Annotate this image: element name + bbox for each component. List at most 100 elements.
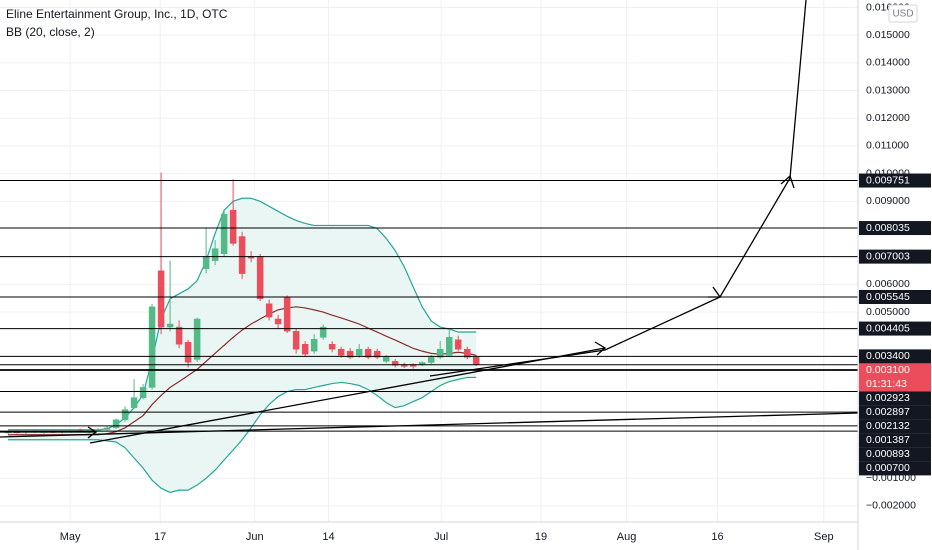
- level-label: 0.003400: [866, 350, 910, 362]
- level-label-box: [859, 419, 931, 434]
- level-label-box: [859, 349, 931, 364]
- x-tick-label: Jun: [246, 531, 264, 543]
- currency-badge[interactable]: [888, 4, 918, 23]
- level-label-box: [859, 461, 931, 476]
- candle-body: [211, 248, 219, 261]
- candle-body: [121, 409, 129, 421]
- candle-body: [445, 337, 453, 356]
- candle-body: [292, 330, 300, 350]
- y-tick-label: 0.006000: [866, 278, 910, 290]
- y-tick-label: 0.015000: [866, 29, 910, 41]
- candle-body: [202, 256, 210, 269]
- candle-body: [328, 343, 336, 350]
- currency-label[interactable]: USD: [892, 9, 913, 20]
- candle-body: [265, 303, 273, 318]
- candle-body: [256, 256, 264, 300]
- candle-body: [157, 270, 165, 328]
- countdown-label: 01:31:43: [866, 378, 907, 390]
- candle-body: [463, 348, 471, 358]
- candle-body: [130, 397, 138, 408]
- trend-line: [0, 412, 859, 438]
- candle-body: [112, 419, 120, 429]
- x-tick-label: 19: [535, 531, 547, 543]
- level-label-box: [859, 290, 931, 304]
- y-tick-label: 0.014000: [866, 57, 910, 69]
- level-label-box: [859, 391, 931, 406]
- candle-body: [319, 326, 327, 338]
- candle-body: [364, 348, 372, 358]
- level-label-box: [859, 221, 931, 236]
- level-label: 0.008035: [866, 222, 910, 234]
- arrow-head: [780, 174, 795, 189]
- last-price-box: [859, 363, 931, 392]
- level-label: 0.000700: [866, 462, 910, 474]
- level-label: 0.001387: [866, 434, 910, 446]
- candle-body: [382, 356, 390, 362]
- candle-body: [166, 323, 174, 328]
- level-label: 0.005545: [866, 291, 910, 303]
- x-tick-label: Sep: [814, 531, 834, 543]
- candle-body: [283, 296, 291, 332]
- level-label: 0.002132: [866, 420, 910, 432]
- level-label-box: [859, 321, 931, 336]
- x-tick-label: Jul: [434, 531, 448, 543]
- candle-body: [274, 318, 282, 325]
- y-tick-label: 0.013000: [866, 84, 910, 96]
- axis-labels: 0.0160000.0150000.0140000.0130000.012000…: [60, 1, 931, 543]
- candle-body: [337, 348, 345, 356]
- level-label: 0.002897: [866, 406, 910, 418]
- candle-body: [238, 236, 246, 274]
- candle-body: [148, 306, 156, 388]
- x-tick-label: Aug: [617, 531, 637, 543]
- arrow-head: [87, 426, 98, 439]
- candle-body: [301, 343, 309, 355]
- y-tick-label: 0.012000: [866, 112, 910, 124]
- candle-body: [103, 427, 111, 430]
- level-label: 0.002923: [866, 392, 910, 404]
- candle-body: [310, 338, 318, 352]
- y-tick-label: 0.009000: [866, 195, 910, 207]
- x-tick-label: 16: [711, 531, 723, 543]
- level-label: 0.007003: [866, 250, 910, 262]
- candle-body: [346, 350, 354, 358]
- arrow-head: [708, 286, 722, 298]
- last-price-label: 0.003100: [866, 364, 910, 376]
- y-tick-label: 0.005000: [866, 306, 910, 318]
- candle-body: [418, 362, 426, 365]
- candle-body: [229, 209, 237, 244]
- candle-body: [472, 356, 480, 365]
- candle-body: [184, 342, 192, 363]
- arrow-head: [594, 341, 607, 356]
- candle-body: [454, 339, 462, 350]
- trend-line: [89, 347, 606, 444]
- candle-body: [193, 318, 201, 360]
- candle-body: [373, 350, 381, 358]
- y-tick-label: 0.011000: [866, 140, 909, 152]
- candle-body: [220, 214, 228, 254]
- level-label: 0.000893: [866, 448, 910, 460]
- bb-upper: [8, 197, 477, 431]
- candle-body: [355, 348, 363, 356]
- x-tick-label: 14: [322, 531, 334, 543]
- level-label: 0.004405: [866, 322, 910, 334]
- candle-body: [139, 387, 147, 398]
- level-label-box: [859, 433, 931, 448]
- time-axis: [0, 522, 858, 550]
- candle-body: [175, 326, 183, 345]
- chart-title: Eline Entertainment Group, Inc., 1D, OTC: [6, 7, 228, 21]
- candle-body: [391, 361, 399, 366]
- level-label-box: [859, 405, 931, 420]
- level-label-box: [859, 447, 931, 462]
- x-tick-label: 17: [154, 531, 166, 543]
- drawings: [0, 0, 859, 444]
- series: [0, 172, 858, 494]
- x-tick-label: May: [60, 531, 81, 543]
- indicator-label: BB (20, close, 2): [6, 25, 95, 39]
- level-label-box: [859, 173, 931, 188]
- y-tick-label: −0.002000: [866, 500, 916, 512]
- candle-body: [427, 356, 435, 363]
- level-label: 0.009751: [866, 174, 910, 186]
- level-label-box: [859, 249, 931, 264]
